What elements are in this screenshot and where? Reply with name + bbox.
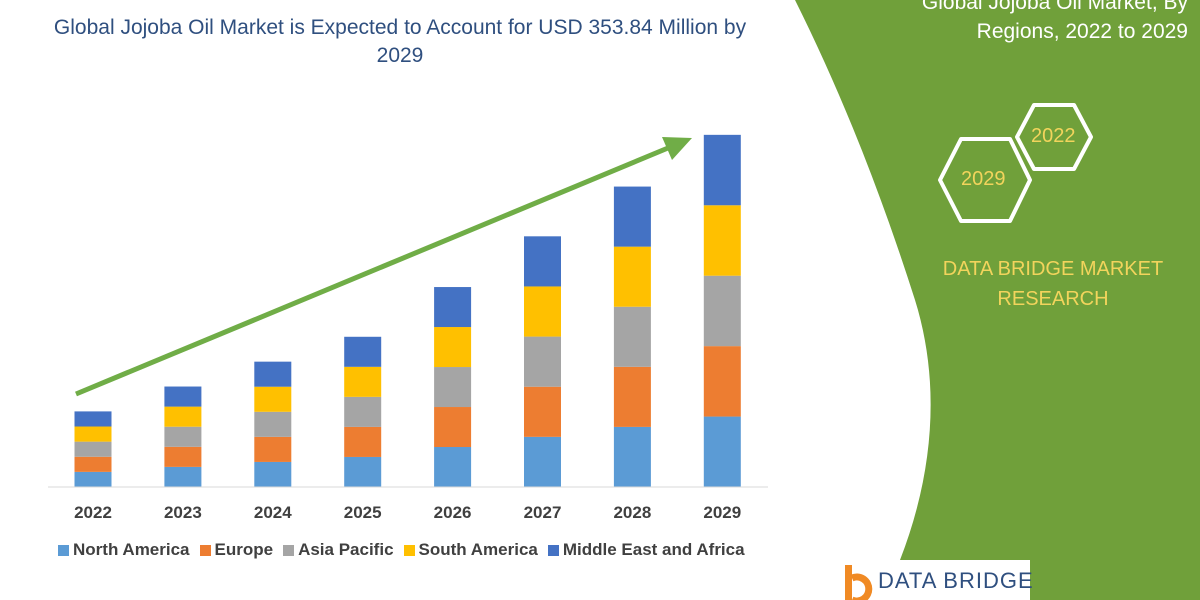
bar-segment-2023-middle-east-and-africa xyxy=(164,386,202,407)
brand-name: DATA BRIDGE MARKET RESEARCH xyxy=(942,258,1164,310)
bar-segment-2023-north-america xyxy=(164,466,202,487)
bar-segment-2029-north-america xyxy=(703,416,741,487)
bar-segment-2026-middle-east-and-africa xyxy=(434,287,472,328)
legend-swatch xyxy=(199,544,211,556)
bar-segment-2022-middle-east-and-africa xyxy=(74,411,112,427)
bar-segment-2028-asia-pacific xyxy=(613,306,651,367)
bar-segment-2022-asia-pacific xyxy=(74,441,112,457)
legend-swatch xyxy=(58,544,69,556)
legend-swatch xyxy=(547,544,559,556)
bars-group xyxy=(74,134,741,487)
bar-segment-2024-europe xyxy=(254,436,292,462)
x-tick-label: 2023 xyxy=(163,503,202,522)
legend-swatch xyxy=(403,544,415,556)
green-side-panel xyxy=(795,0,1200,600)
legend-label: Asia Pacific xyxy=(298,540,394,559)
x-tick-label: 2029 xyxy=(703,503,742,522)
bar-segment-2024-middle-east-and-africa xyxy=(254,361,292,387)
bar-segment-2029-europe xyxy=(703,346,741,417)
x-tick-label: 2022 xyxy=(74,503,112,522)
bar-segment-2027-middle-east-and-africa xyxy=(524,236,561,287)
bar-segment-2026-asia-pacific xyxy=(434,367,472,408)
x-tick-label: 2028 xyxy=(613,503,652,522)
legend-label: Middle East and Africa xyxy=(562,540,745,559)
legend-item: Middle East and Africa xyxy=(547,540,745,560)
bar-segment-2022-north-america xyxy=(74,471,112,487)
side-title: Global Jojoba Oil Market, By Regions, 20… xyxy=(922,0,1188,46)
bar-segment-2027-north-america xyxy=(524,436,561,487)
hex-label-2022: 2022 xyxy=(1031,125,1076,147)
hex-label-2029: 2029 xyxy=(961,168,1006,190)
trend-arrow xyxy=(75,145,669,397)
bar-segment-2025-europe xyxy=(344,426,382,457)
bar-segment-2025-asia-pacific xyxy=(344,396,382,427)
trend-arrow-head xyxy=(662,137,692,160)
x-tick-label: 2025 xyxy=(343,503,382,522)
chart-title: Global Jojoba Oil Market is Expected to … xyxy=(53,16,747,67)
hex-2022 xyxy=(1015,103,1093,171)
bar-segment-2028-middle-east-and-africa xyxy=(613,186,651,247)
bar-segment-2028-europe xyxy=(613,366,651,427)
bar-segment-2026-south-america xyxy=(434,327,472,368)
bar-segment-2023-south-america xyxy=(164,406,202,427)
bar-segment-2028-south-america xyxy=(613,246,651,307)
legend-label: South America xyxy=(418,540,538,559)
bar-segment-2025-south-america xyxy=(344,366,382,397)
x-tick-label: 2024 xyxy=(253,503,292,522)
bar-segment-2029-middle-east-and-africa xyxy=(703,134,741,206)
bar-segment-2022-europe xyxy=(74,456,112,472)
bar-segment-2026-europe xyxy=(434,407,472,448)
bar-segment-2024-south-america xyxy=(254,386,292,412)
legend: North America Europe Asia Pacific South Ame… xyxy=(58,540,745,560)
bar-segment-2022-south-america xyxy=(74,426,112,442)
bar-segment-2024-asia-pacific xyxy=(254,411,292,437)
legend-label: Europe xyxy=(214,540,274,559)
legend-label: North America xyxy=(73,540,190,559)
hex-2029 xyxy=(938,137,1032,223)
bar-segment-2025-middle-east-and-africa xyxy=(344,336,382,367)
x-tick-label: 2026 xyxy=(433,503,472,522)
logo-icon xyxy=(845,565,873,600)
side-title-line2: Regions, 2022 to 2029 xyxy=(976,20,1188,43)
bar-segment-2023-asia-pacific xyxy=(164,426,202,447)
bar-segment-2024-north-america xyxy=(254,461,292,487)
bar-segment-2026-north-america xyxy=(434,447,472,487)
bar-segment-2029-south-america xyxy=(703,205,741,276)
bar-segment-2028-north-america xyxy=(613,426,651,487)
bar-segment-2027-south-america xyxy=(524,286,561,337)
bar-segment-2027-asia-pacific xyxy=(524,336,561,387)
bar-segment-2025-north-america xyxy=(344,456,382,487)
legend-item: Asia Pacific xyxy=(283,540,394,560)
side-title-line1: Global Jojoba Oil Market, By xyxy=(921,0,1188,14)
legend-swatch xyxy=(283,544,295,556)
legend-item: Europe xyxy=(199,540,274,560)
legend-item: South America xyxy=(403,540,538,560)
bar-segment-2023-europe xyxy=(164,446,202,467)
logo-text: DATA BRIDGE xyxy=(878,568,1034,593)
bar-segment-2027-europe xyxy=(524,386,561,437)
bar-segment-2029-asia-pacific xyxy=(703,275,741,347)
x-tick-label: 2027 xyxy=(523,503,562,522)
legend-item: North America xyxy=(58,540,190,560)
